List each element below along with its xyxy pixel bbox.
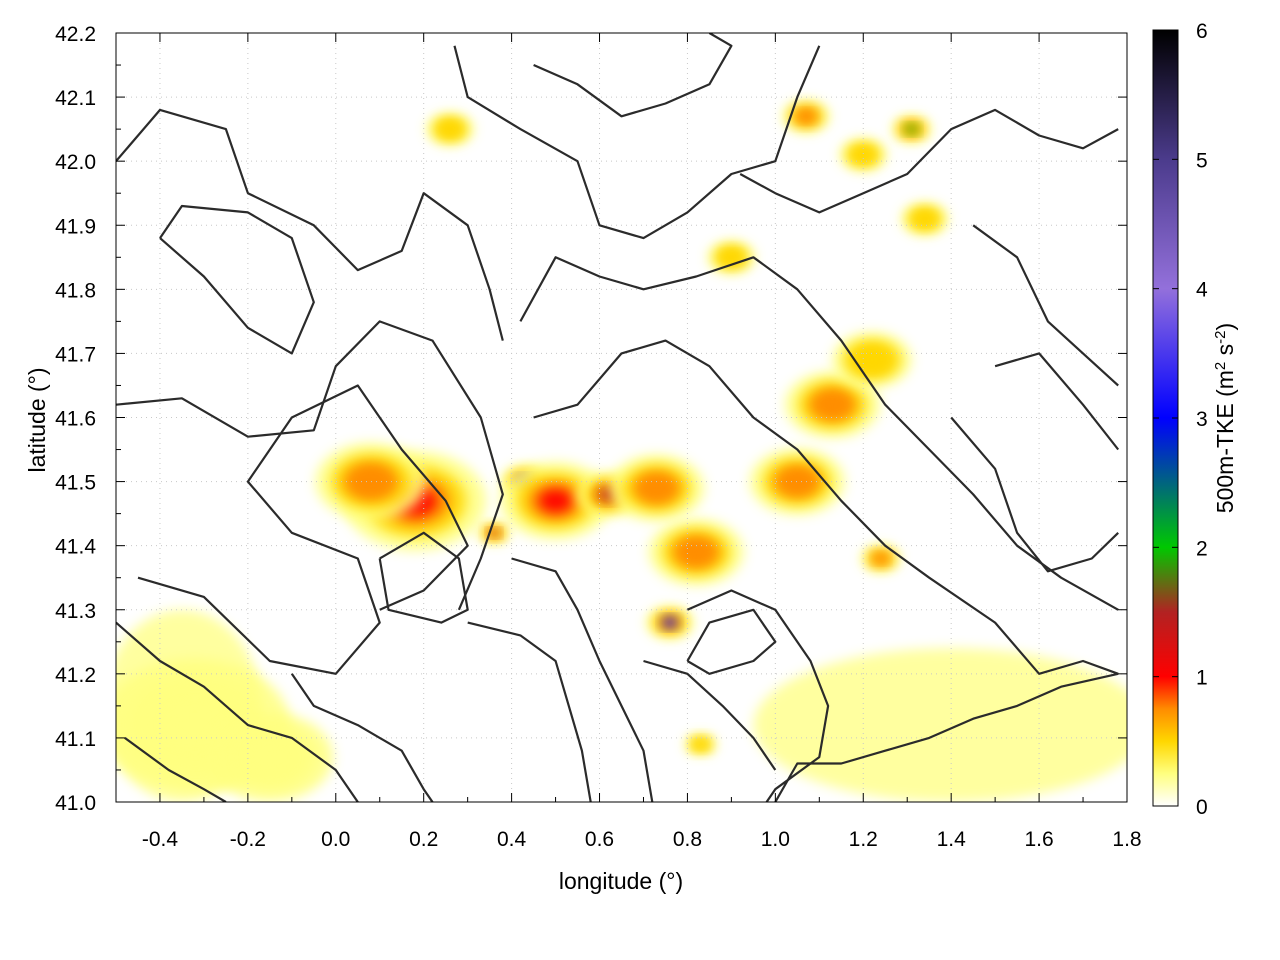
y-tick-label: 41.0 [55, 792, 96, 815]
y-tick-label: 41.8 [55, 279, 96, 302]
contour-line-21 [290, 673, 434, 802]
y-tick-label: 41.3 [55, 600, 96, 623]
heat-layer [116, 99, 1127, 802]
x-tick-label: 0.0 [321, 828, 350, 851]
y-tick-label: 41.5 [55, 472, 96, 495]
y-tick-label: 41.2 [55, 664, 96, 687]
contour-line-20 [994, 352, 1120, 451]
x-tick-label: 1.0 [761, 828, 790, 851]
x-tick-label: 0.4 [497, 828, 527, 851]
y-tick-label: 42.1 [55, 87, 96, 110]
y-tick-label: 42.0 [55, 151, 96, 174]
contour-line-5 [533, 33, 733, 118]
contour-line-12 [774, 672, 1119, 802]
x-axis-label: longitude (°) [559, 868, 683, 894]
contour-lines [116, 33, 1120, 802]
tke-hotspot-5 [646, 605, 694, 640]
colorbar-tick-label: 6 [1196, 20, 1208, 43]
x-tick-label: 1.6 [1024, 828, 1053, 851]
y-tick-label: 41.4 [55, 536, 96, 559]
colorbar-tick-label: 0 [1196, 796, 1208, 819]
x-tick-label: 0.8 [673, 828, 702, 851]
y-axis-label: latitude (°) [24, 367, 50, 472]
y-tick-label: 41.6 [55, 408, 96, 431]
x-tick-label: 1.4 [937, 828, 967, 851]
contour-line-13 [739, 108, 1119, 214]
x-axis-ticks: -0.4 -0.2 0.0 0.2 0.4 0.6 0.8 1.0 1.2 1.4 1.6 1.8 [142, 33, 1142, 851]
contour-line-6 [519, 256, 1119, 611]
x-tick-label: 0.6 [585, 828, 614, 851]
colorbar-ticks: 0 1 2 3 4 5 6 [1153, 20, 1208, 819]
tke-hotspot-13 [782, 99, 830, 133]
y-tick-label: 41.7 [55, 343, 96, 366]
colorbar-tick-label: 5 [1196, 149, 1208, 172]
tke-hotspot-7 [609, 454, 705, 522]
contour-line-10 [686, 589, 830, 802]
contour-line-17 [124, 737, 227, 802]
tke-hotspot-14 [707, 240, 756, 274]
tke-hotspot-10 [832, 332, 912, 388]
contour-line-16 [116, 621, 359, 802]
tke-hotspot-16 [478, 521, 510, 544]
x-tick-label: -0.4 [142, 828, 179, 851]
x-tick-label: 1.2 [849, 828, 878, 851]
tke-background-patch-0 [753, 648, 1127, 802]
contour-line-4 [453, 45, 821, 240]
tke-hotspot-1 [315, 442, 427, 521]
contour-line-11 [643, 659, 777, 771]
tke-hotspot-18 [684, 733, 717, 756]
tke-hotspot-21 [426, 112, 474, 146]
colorbar-tick-label: 3 [1196, 408, 1208, 431]
y-tick-label: 42.2 [55, 23, 96, 46]
colorbar-tick-label: 4 [1196, 279, 1208, 302]
x-tick-label: 0.2 [409, 828, 438, 851]
contour-line-8 [511, 557, 654, 802]
contour-line-0 [137, 384, 469, 675]
y-tick-label: 41.1 [55, 728, 96, 751]
tke-hotspot-8 [749, 448, 845, 515]
contour-line-1 [116, 320, 504, 611]
tke-hotspot-15 [901, 202, 949, 236]
tke-hotspot-9 [785, 371, 880, 438]
tke-hotspot-11 [891, 115, 932, 143]
contour-line-7 [533, 339, 1119, 675]
contour-line-3 [159, 204, 315, 355]
x-tick-label: -0.2 [230, 828, 266, 851]
contour-line-2 [116, 108, 504, 341]
contour-line-19 [686, 608, 777, 675]
contour-line-9 [467, 621, 592, 802]
tke-hotspot-6 [648, 518, 744, 586]
colorbar-tick-label: 1 [1196, 667, 1208, 690]
contour-line-18 [378, 531, 469, 624]
y-axis-ticks: 41.0 41.1 41.2 41.3 41.4 41.5 41.6 41.7 41.8 41.9… [55, 23, 1127, 815]
tke-hotspot-17 [861, 544, 901, 573]
colorbar-tick-label: 2 [1196, 537, 1208, 560]
contour-line-14 [972, 224, 1119, 387]
y-tick-label: 41.9 [55, 215, 96, 238]
contour-line-15 [950, 416, 1119, 573]
colorbar-label: 500m-TKE (m2 s-2) [1212, 323, 1238, 513]
tke-hotspot-12 [839, 138, 887, 172]
tke-hotspot-20 [206, 712, 334, 802]
x-tick-label: 1.8 [1112, 828, 1141, 851]
